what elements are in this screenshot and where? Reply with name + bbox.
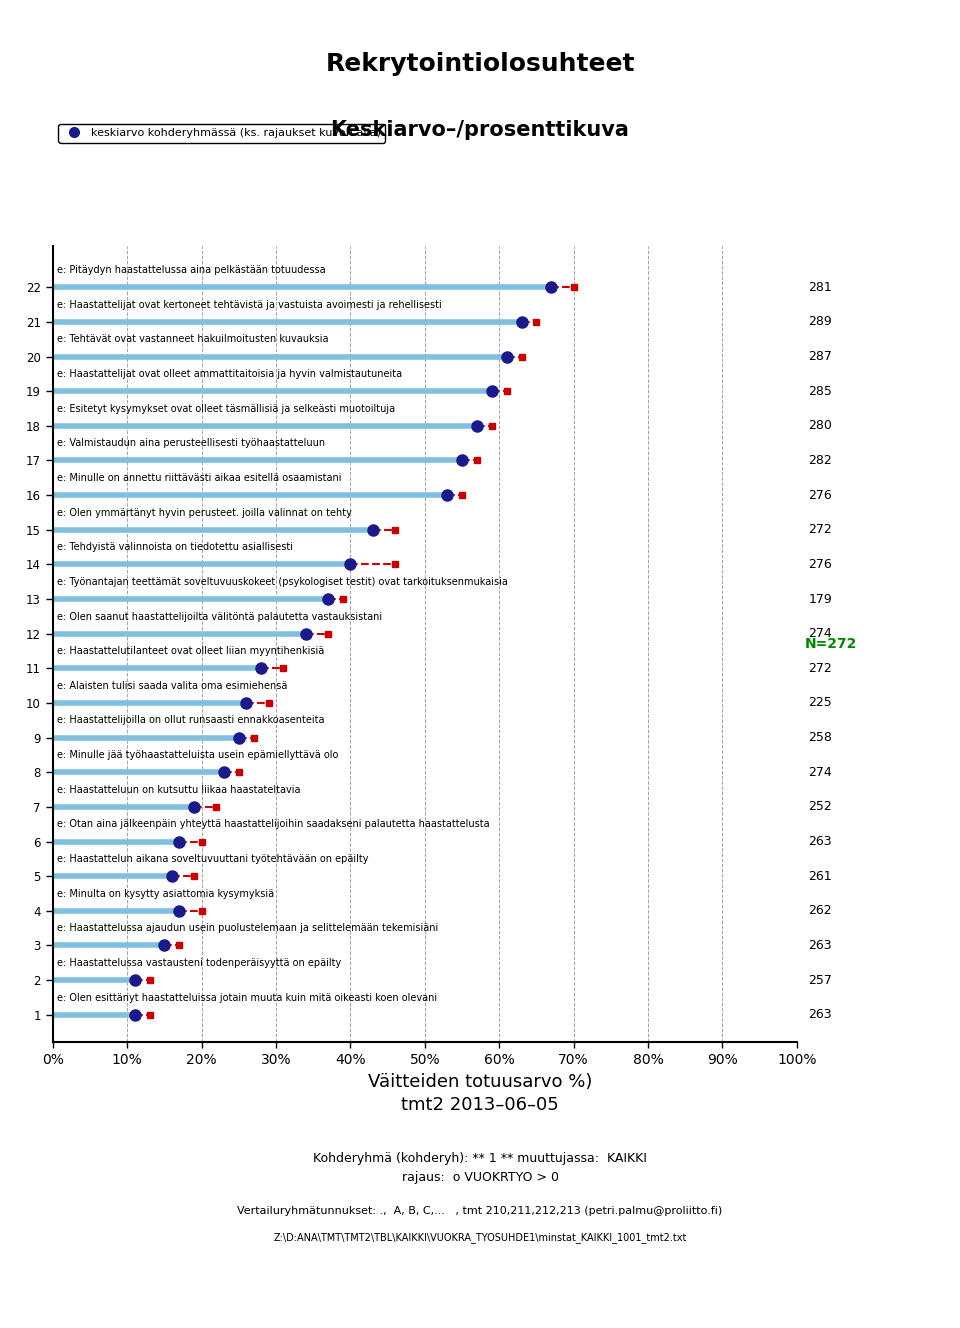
Text: 257: 257 (808, 973, 832, 987)
Text: 287: 287 (808, 351, 832, 363)
Text: e: Haastattelussa vastausteni todenperäisyyttä on epäilty: e: Haastattelussa vastausteni todenperäi… (57, 957, 341, 968)
Text: e: Haastattelijat ovat kertoneet tehtävistä ja vastuista avoimesti ja rehellises: e: Haastattelijat ovat kertoneet tehtävi… (57, 300, 442, 309)
Text: Z:\D:ANA\TMT\TMT2\TBL\KAIKKI\VUOKRA_TYOSUHDE1\minstat_KAIKKI_1001_tmt2.txt: Z:\D:ANA\TMT\TMT2\TBL\KAIKKI\VUOKRA_TYOS… (274, 1232, 686, 1243)
Text: Rekrytointiolosuhteet: Rekrytointiolosuhteet (325, 52, 635, 76)
Text: e: Tehtävät ovat vastanneet hakuilmoitusten kuvauksia: e: Tehtävät ovat vastanneet hakuilmoitus… (57, 335, 328, 344)
Text: 274: 274 (808, 766, 832, 778)
Text: e: Alaisten tulisi saada valita oma esimiehensä: e: Alaisten tulisi saada valita oma esim… (57, 681, 287, 691)
Text: e: Olen saanut haastattelijoilta välitöntä palautetta vastauksistani: e: Olen saanut haastattelijoilta välitön… (57, 612, 382, 622)
Text: e: Haastattelijat ovat olleet ammattitaitoisia ja hyvin valmistautuneita: e: Haastattelijat ovat olleet ammattitai… (57, 369, 401, 378)
Text: Keskiarvo–/prosenttikuva: Keskiarvo–/prosenttikuva (330, 120, 630, 141)
Text: 274: 274 (808, 627, 832, 640)
Text: 263: 263 (808, 1008, 832, 1021)
Text: e: Pitäydyn haastattelussa aina pelkästään totuudessa: e: Pitäydyn haastattelussa aina pelkästä… (57, 266, 325, 275)
Text: e: Haastattelun aikana soveltuvuuttani työtehtävään on epäilty: e: Haastattelun aikana soveltuvuuttani t… (57, 854, 368, 865)
Text: e: Haastattelussa ajaudun usein puolustelemaan ja selittelemään tekemisiäni: e: Haastattelussa ajaudun usein puoluste… (57, 923, 438, 934)
Text: 289: 289 (808, 315, 832, 328)
Text: e: Esitetyt kysymykset ovat olleet täsmällisiä ja selkeästi muotoiltuja: e: Esitetyt kysymykset ovat olleet täsmä… (57, 404, 395, 414)
Text: 281: 281 (808, 280, 832, 293)
Text: e: Haastatteluun on kutsuttu liikaa haastateltavia: e: Haastatteluun on kutsuttu liikaa haas… (57, 785, 300, 794)
Text: Vertailuryhmätunnukset: .,  A, B, C,...   , tmt 210,211,212,213 (petri.palmu@pro: Vertailuryhmätunnukset: ., A, B, C,... ,… (237, 1206, 723, 1216)
Text: 282: 282 (808, 454, 832, 467)
Text: 272: 272 (808, 661, 832, 675)
Text: Kohderyhmä (kohderyh): ** 1 ** muuttujassa:  KAIKKI: Kohderyhmä (kohderyh): ** 1 ** muuttujas… (313, 1151, 647, 1165)
Text: e: Valmistaudun aina perusteellisesti työhaastatteluun: e: Valmistaudun aina perusteellisesti ty… (57, 438, 324, 449)
Text: 280: 280 (808, 420, 832, 433)
Text: e: Olen ymmärtänyt hyvin perusteet. joilla valinnat on tehty: e: Olen ymmärtänyt hyvin perusteet. joil… (57, 507, 351, 518)
Legend: keskiarvo kohderyhmässä (ks. rajaukset kuvan alla): keskiarvo kohderyhmässä (ks. rajaukset k… (59, 124, 385, 142)
Text: 263: 263 (808, 939, 832, 952)
Text: tmt2 2013–06–05: tmt2 2013–06–05 (401, 1096, 559, 1114)
Text: e: Tehdyistä valinnoista on tiedotettu asiallisesti: e: Tehdyistä valinnoista on tiedotettu a… (57, 542, 293, 552)
Text: e: Työnantajan teettämät soveltuvuuskokeet (psykologiset testit) ovat tarkoituks: e: Työnantajan teettämät soveltuvuuskoke… (57, 576, 508, 587)
Text: 272: 272 (808, 523, 832, 537)
Text: e: Olen esittänyt haastatteluissa jotain muuta kuin mitä oikeasti koen olevani: e: Olen esittänyt haastatteluissa jotain… (57, 992, 437, 1003)
Text: e: Minulta on kysytty asiattomia kysymyksiä: e: Minulta on kysytty asiattomia kysymyk… (57, 888, 274, 899)
Text: N=272: N=272 (804, 637, 857, 652)
Text: 262: 262 (808, 904, 832, 918)
Text: e: Haastattelutilanteet ovat olleet liian myyntihenkisiä: e: Haastattelutilanteet ovat olleet liia… (57, 647, 324, 656)
Text: 276: 276 (808, 489, 832, 502)
Text: Väitteiden totuusarvo %): Väitteiden totuusarvo %) (368, 1073, 592, 1092)
Text: 225: 225 (808, 696, 832, 709)
Text: rajaus:  o VUOKRTYO > 0: rajaus: o VUOKRTYO > 0 (401, 1171, 559, 1185)
Text: e: Haastattelijoilla on ollut runsaasti ennakkoasenteita: e: Haastattelijoilla on ollut runsaasti … (57, 716, 324, 725)
Text: 252: 252 (808, 801, 832, 814)
Text: 261: 261 (808, 870, 832, 883)
Text: 179: 179 (808, 592, 832, 606)
Text: 263: 263 (808, 835, 832, 849)
Text: 258: 258 (808, 732, 832, 744)
Text: 276: 276 (808, 558, 832, 571)
Text: 285: 285 (808, 385, 832, 397)
Text: e: Otan aina jälkeenpäin yhteyttä haastattelijoihin saadakseni palautetta haasta: e: Otan aina jälkeenpäin yhteyttä haasta… (57, 819, 490, 830)
Text: e: Minulle on annettu riittävästi aikaa esitellä osaamistani: e: Minulle on annettu riittävästi aikaa … (57, 473, 341, 483)
Text: e: Minulle jää työhaastatteluista usein epämiellyttävä olo: e: Minulle jää työhaastatteluista usein … (57, 750, 338, 760)
